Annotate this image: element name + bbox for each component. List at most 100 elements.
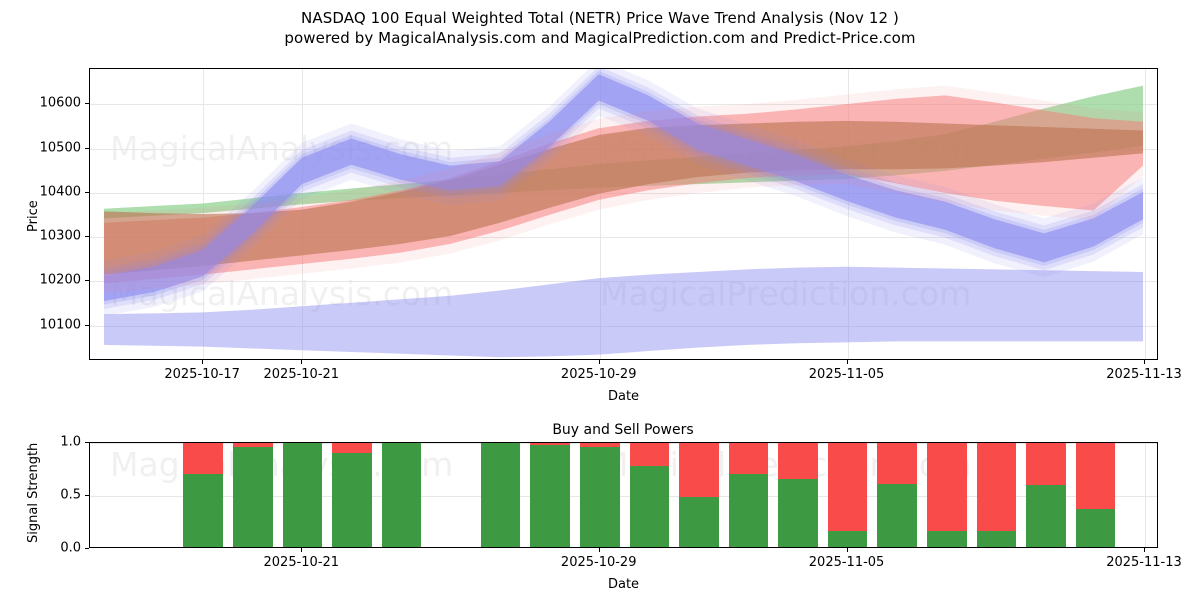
signal-bar-buy <box>381 443 422 547</box>
signal-gridline-v <box>1145 443 1146 547</box>
signal-bar-buy <box>1026 485 1066 547</box>
signal-bar <box>381 443 422 547</box>
signal-bar-sell <box>232 443 273 448</box>
signal-bar-buy <box>877 484 917 547</box>
signal-bar-buy <box>480 443 521 547</box>
signal-bar-buy <box>530 445 570 547</box>
signal-bar <box>976 443 1017 547</box>
signal-bar-buy <box>976 531 1017 547</box>
price-ytick-label: 10300 <box>39 228 81 244</box>
price-xtick-label: 2025-10-29 <box>560 367 637 382</box>
signal-bar <box>530 443 570 547</box>
title-line-2: powered by MagicalAnalysis.com and Magic… <box>284 29 916 48</box>
signal-bar <box>480 443 521 547</box>
price-gridline-v <box>1145 69 1146 359</box>
signal-xtick-mark <box>301 548 303 552</box>
red-band-halo <box>103 85 1144 294</box>
signal-bar-buy <box>728 473 769 547</box>
blue-wave-halo-mid <box>103 69 1144 309</box>
signal-bar-sell <box>728 443 769 474</box>
signal-yaxis-label: Signal Strength <box>26 442 41 543</box>
price-gridline-v <box>599 69 601 359</box>
price-ytick-mark <box>85 236 89 238</box>
signal-xtick-mark <box>598 548 600 552</box>
signal-ytick-mark <box>85 495 89 496</box>
signal-bar-buy <box>1075 508 1116 547</box>
signal-bar <box>926 443 967 547</box>
bar-chart-title: Buy and Sell Powers <box>552 422 694 438</box>
signal-bar <box>579 443 620 547</box>
signal-ytick-label: 0.5 <box>60 487 81 503</box>
signal-bar-buy <box>579 447 620 547</box>
signal-bar-sell <box>332 443 372 453</box>
signal-bar <box>679 443 719 547</box>
signal-xtick-mark <box>846 548 848 552</box>
signal-bar-sell <box>976 443 1017 531</box>
signal-bar <box>1075 443 1116 547</box>
price-plot-area: MagicalAnalysis.com MagicalPrediction.co… <box>89 68 1158 360</box>
signal-xtick-label: 2025-11-05 <box>808 555 885 570</box>
signal-bar-buy <box>282 443 323 547</box>
signal-ytick-label: 1.0 <box>60 434 81 450</box>
signal-bar-sell <box>579 443 620 448</box>
signal-bar-buy <box>629 466 670 547</box>
signal-xtick-label: 2025-11-13 <box>1106 555 1182 570</box>
price-ytick-mark <box>85 280 89 282</box>
signal-ytick-mark <box>85 442 89 443</box>
signal-bar <box>629 443 670 547</box>
blue-wave-halo-outer <box>103 69 1144 316</box>
price-yaxis-label: Price <box>26 200 41 232</box>
signal-bar <box>728 443 769 547</box>
signal-bar-buy <box>827 531 868 547</box>
signal-bar-buy <box>332 452 372 547</box>
signal-bar-sell <box>1075 443 1116 509</box>
price-xtick-label: 2025-10-17 <box>164 367 240 382</box>
signal-bar <box>332 443 372 547</box>
signal-bar-sell <box>530 443 570 446</box>
price-ytick-label: 10400 <box>39 184 81 200</box>
signal-bar-buy <box>778 479 818 547</box>
signal-bar-sell <box>778 443 818 479</box>
signal-bar-buy <box>232 447 273 547</box>
price-xtick-mark <box>301 360 303 364</box>
signal-ytick-mark <box>85 548 89 549</box>
price-band-layer <box>103 69 1144 358</box>
signal-bar <box>282 443 323 547</box>
signal-bar-buy <box>183 473 223 547</box>
signal-bar-sell <box>629 443 670 467</box>
price-gridline-v <box>847 69 849 359</box>
signal-strength-panel: Buy and Sell Powers MagicalAnalysis.com … <box>0 410 1200 600</box>
signal-xaxis-label: Date <box>607 577 640 592</box>
signal-bar <box>778 443 818 547</box>
price-gridline-h <box>90 281 1157 283</box>
signal-bar-sell <box>1026 443 1066 486</box>
price-xtick-mark <box>202 360 204 364</box>
price-xtick-label: 2025-11-05 <box>808 367 885 382</box>
price-gridline-h <box>90 237 1157 239</box>
price-ytick-label: 10500 <box>39 140 81 156</box>
price-gridline-h <box>90 325 1157 327</box>
signal-bar-sell <box>679 443 719 498</box>
signal-bar <box>183 443 223 547</box>
price-ytick-mark <box>85 191 89 193</box>
signal-gridline-h <box>90 443 1157 444</box>
signal-gridline-h <box>90 496 1157 497</box>
signal-bar-sell <box>183 443 223 474</box>
page-title: NASDAQ 100 Equal Weighted Total (NETR) P… <box>0 8 1200 49</box>
signal-xtick-mark <box>1144 548 1145 552</box>
price-xtick-mark <box>846 360 848 364</box>
signal-bar <box>827 443 868 547</box>
price-ytick-label: 10200 <box>39 272 81 288</box>
blue-lower-channel <box>103 266 1144 358</box>
signal-bar-buy <box>679 497 719 547</box>
signal-bar-sell <box>877 443 917 485</box>
price-xaxis-label: Date <box>607 389 640 404</box>
price-ytick-mark <box>85 147 89 149</box>
signal-bar-sell <box>827 443 868 531</box>
price-xtick-mark <box>598 360 600 364</box>
signal-bar-sell <box>926 443 967 531</box>
price-ytick-mark <box>85 103 89 105</box>
signal-bar <box>232 443 273 547</box>
price-ytick-label: 10600 <box>39 95 81 111</box>
